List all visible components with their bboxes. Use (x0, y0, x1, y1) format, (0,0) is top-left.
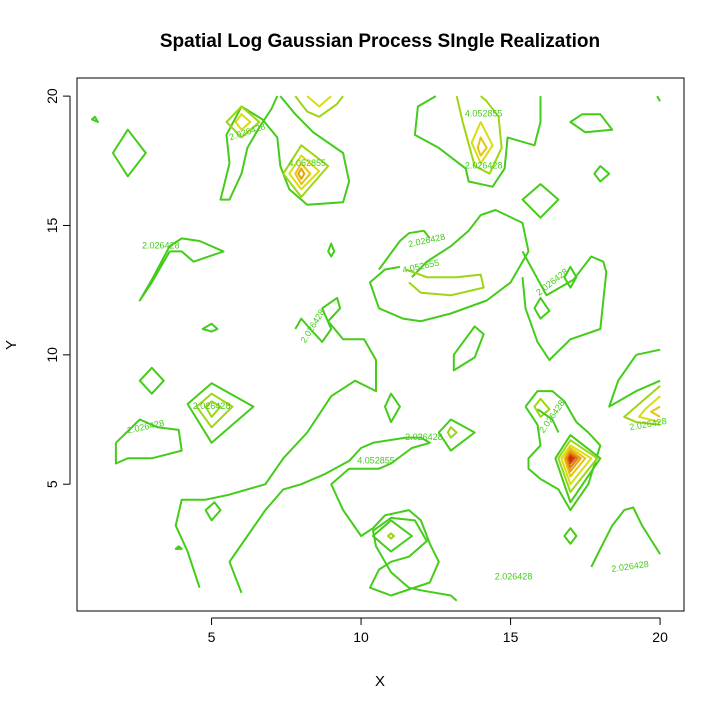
contour-line-33 (387, 532, 395, 540)
contour-label-6: 4.052855 (401, 257, 440, 275)
contour-line-27 (186, 382, 255, 444)
contour-line-8 (282, 144, 330, 198)
chart-title: Spatial Log Gaussian Process SIngle Real… (160, 31, 600, 52)
contour-line-32 (372, 519, 413, 553)
contour-line-16 (476, 136, 488, 157)
contour-line-13 (413, 95, 542, 188)
x-tick-label-2: 15 (503, 629, 519, 645)
contour-label-10: 2.026428 (126, 418, 165, 436)
contour-line-11 (297, 167, 306, 180)
contour-line-4 (225, 105, 261, 139)
contour-line-30 (204, 501, 222, 522)
contour-label-2: 4.052855 (465, 109, 503, 119)
contour-line-22 (201, 322, 219, 333)
contour-label-15: 2.026428 (495, 572, 533, 582)
contour-line-0 (111, 128, 147, 178)
contour-label-13: 2.026428 (405, 432, 443, 442)
contour-line-5 (234, 113, 252, 131)
contour-label-12: 2.026428 (629, 416, 668, 432)
contour-label-16: 2.026428 (611, 559, 650, 574)
y-axis: 5 10 15 20 (44, 88, 71, 488)
contour-line-9 (288, 154, 321, 191)
contour-line-49 (560, 444, 593, 486)
x-tick-label-0: 5 (208, 629, 216, 645)
contour-line-38 (378, 229, 431, 271)
contour-line-48 (557, 439, 599, 493)
contour-line-45 (533, 397, 551, 418)
contour-line-28 (195, 392, 234, 429)
y-tick-label-3: 20 (44, 88, 60, 104)
contour-line-59 (623, 385, 661, 426)
contour-line-31 (228, 436, 458, 602)
contour-line-55 (563, 527, 578, 545)
contour-line-47 (554, 434, 602, 504)
contour-lines (91, 95, 661, 602)
contour-line-7 (306, 95, 332, 108)
contour-line-2 (219, 95, 279, 201)
x-axis: 5 10 15 20 (208, 617, 668, 645)
contour-line-10 (294, 162, 312, 186)
contour-line-35 (437, 418, 476, 452)
y-tick-label-0: 5 (44, 480, 60, 488)
contour-line-50 (563, 447, 587, 478)
y-tick-label-1: 10 (44, 347, 60, 363)
contour-line-25 (138, 366, 165, 395)
contour-label-9: 2.026428 (193, 401, 231, 411)
contour-line-1 (91, 115, 99, 123)
x-axis-title: X (375, 673, 385, 690)
contour-line-20 (656, 95, 661, 102)
contour-line-58 (635, 348, 661, 356)
contour-line-36 (446, 426, 458, 439)
contour-labels: 2.026428 4.052855 4.052855 2.026428 2.026428… (126, 109, 667, 582)
contour-label-8: 2.026428 (299, 307, 327, 344)
contour-line-12 (327, 242, 336, 258)
contour-label-4: 2.026428 (142, 241, 180, 251)
plot-frame (76, 77, 685, 612)
x-tick-label-1: 10 (353, 629, 369, 645)
contour-line-15 (470, 121, 494, 165)
contour-line-41 (521, 250, 608, 361)
contour-label-1: 4.052855 (288, 158, 326, 168)
contour-line-52 (566, 452, 579, 469)
contour-line-37 (369, 209, 530, 323)
contour-line-17 (569, 113, 614, 134)
contour-line-44 (524, 390, 602, 512)
y-tick-label-2: 15 (44, 217, 60, 233)
contour-line-19 (521, 183, 560, 219)
contour-line-39 (405, 268, 485, 297)
contour-line-26 (114, 418, 183, 465)
contour-line-6 (294, 95, 344, 118)
contour-line-60 (638, 395, 661, 424)
contour-line-61 (650, 405, 661, 418)
contour-line-34 (384, 392, 401, 424)
contour-label-14: 4.052855 (357, 455, 395, 465)
contour-line-56 (590, 506, 661, 568)
contour-line-18 (593, 165, 611, 183)
contour-line-23 (174, 296, 377, 589)
contour-line-14 (455, 95, 503, 175)
contour-line-46 (536, 408, 560, 433)
contour-label-3: 2.026428 (465, 160, 503, 170)
x-tick-label-3: 20 (652, 629, 668, 645)
contour-line-57 (608, 354, 661, 408)
contour-line-21 (138, 237, 225, 302)
contour-line-54 (568, 456, 574, 462)
y-axis-title: Y (3, 340, 20, 350)
contour-line-29 (204, 400, 222, 418)
contour-line-42 (563, 265, 578, 289)
contour-line-3 (225, 95, 351, 206)
contour-line-51 (564, 449, 582, 473)
contour-line-43 (533, 296, 551, 320)
contour-line-24 (174, 545, 183, 550)
contour-line-40 (452, 325, 485, 372)
contour-line-53 (567, 454, 576, 465)
